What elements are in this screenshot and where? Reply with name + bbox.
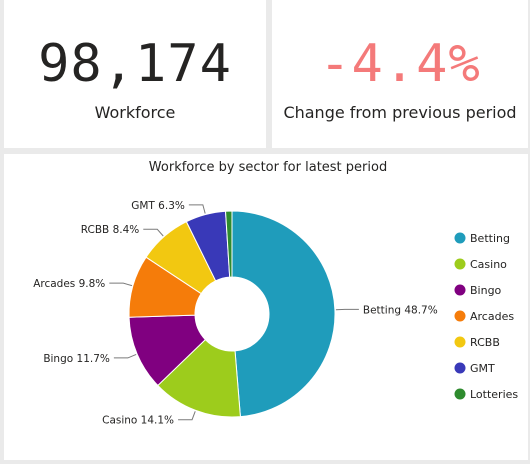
- legend-marker-rcbb: [454, 336, 466, 348]
- legend-marker-lotteries: [454, 388, 466, 400]
- legend-item-bingo[interactable]: Bingo: [470, 284, 502, 297]
- data-label-rcbb: RCBB 8.4%: [81, 224, 140, 236]
- data-label-casino: Casino 14.1%: [102, 415, 174, 427]
- donut-slice-lotteries[interactable]: [225, 210, 233, 278]
- legend-item-casino[interactable]: Casino: [470, 258, 507, 271]
- chart-card: Workforce by sector for latest period Be…: [4, 154, 528, 460]
- leader-line: [143, 228, 164, 237]
- legend-item-rcbb[interactable]: RCBB: [470, 336, 500, 349]
- kpi-label: Change from previous period: [283, 103, 517, 122]
- legend-marker-bingo: [454, 284, 466, 296]
- leader-line: [178, 411, 196, 421]
- kpi-card-change: -4.4% Change from previous period: [272, 0, 528, 148]
- data-label-betting: Betting 48.7%: [363, 304, 438, 316]
- legend-item-gmt[interactable]: GMT: [470, 362, 495, 375]
- legend-item-betting[interactable]: Betting: [470, 232, 510, 245]
- leader-line: [188, 204, 206, 214]
- kpi-value: 98,174: [38, 34, 232, 94]
- legend-item-arcades[interactable]: Arcades: [470, 310, 514, 323]
- leader-line: [109, 282, 133, 287]
- legend-marker-gmt: [454, 362, 466, 374]
- leader-line: [113, 353, 137, 359]
- kpi-label: Workforce: [94, 103, 176, 122]
- chart-title: Workforce by sector for latest period: [149, 160, 387, 175]
- kpi-card-workforce: 98,174 Workforce: [4, 0, 266, 148]
- donut-slice-betting[interactable]: [231, 210, 336, 418]
- data-label-gmt: GMT 6.3%: [131, 200, 185, 212]
- data-label-bingo: Bingo 11.7%: [43, 353, 110, 365]
- donut-chart: Workforce by sector for latest period Be…: [33, 160, 518, 427]
- legend-item-lotteries[interactable]: Lotteries: [470, 388, 518, 401]
- kpi-value: -4.4%: [319, 34, 481, 94]
- legend-marker-casino: [454, 258, 466, 270]
- data-label-arcades: Arcades 9.8%: [33, 278, 105, 290]
- legend-marker-arcades: [454, 310, 466, 322]
- legend-marker-betting: [454, 232, 466, 244]
